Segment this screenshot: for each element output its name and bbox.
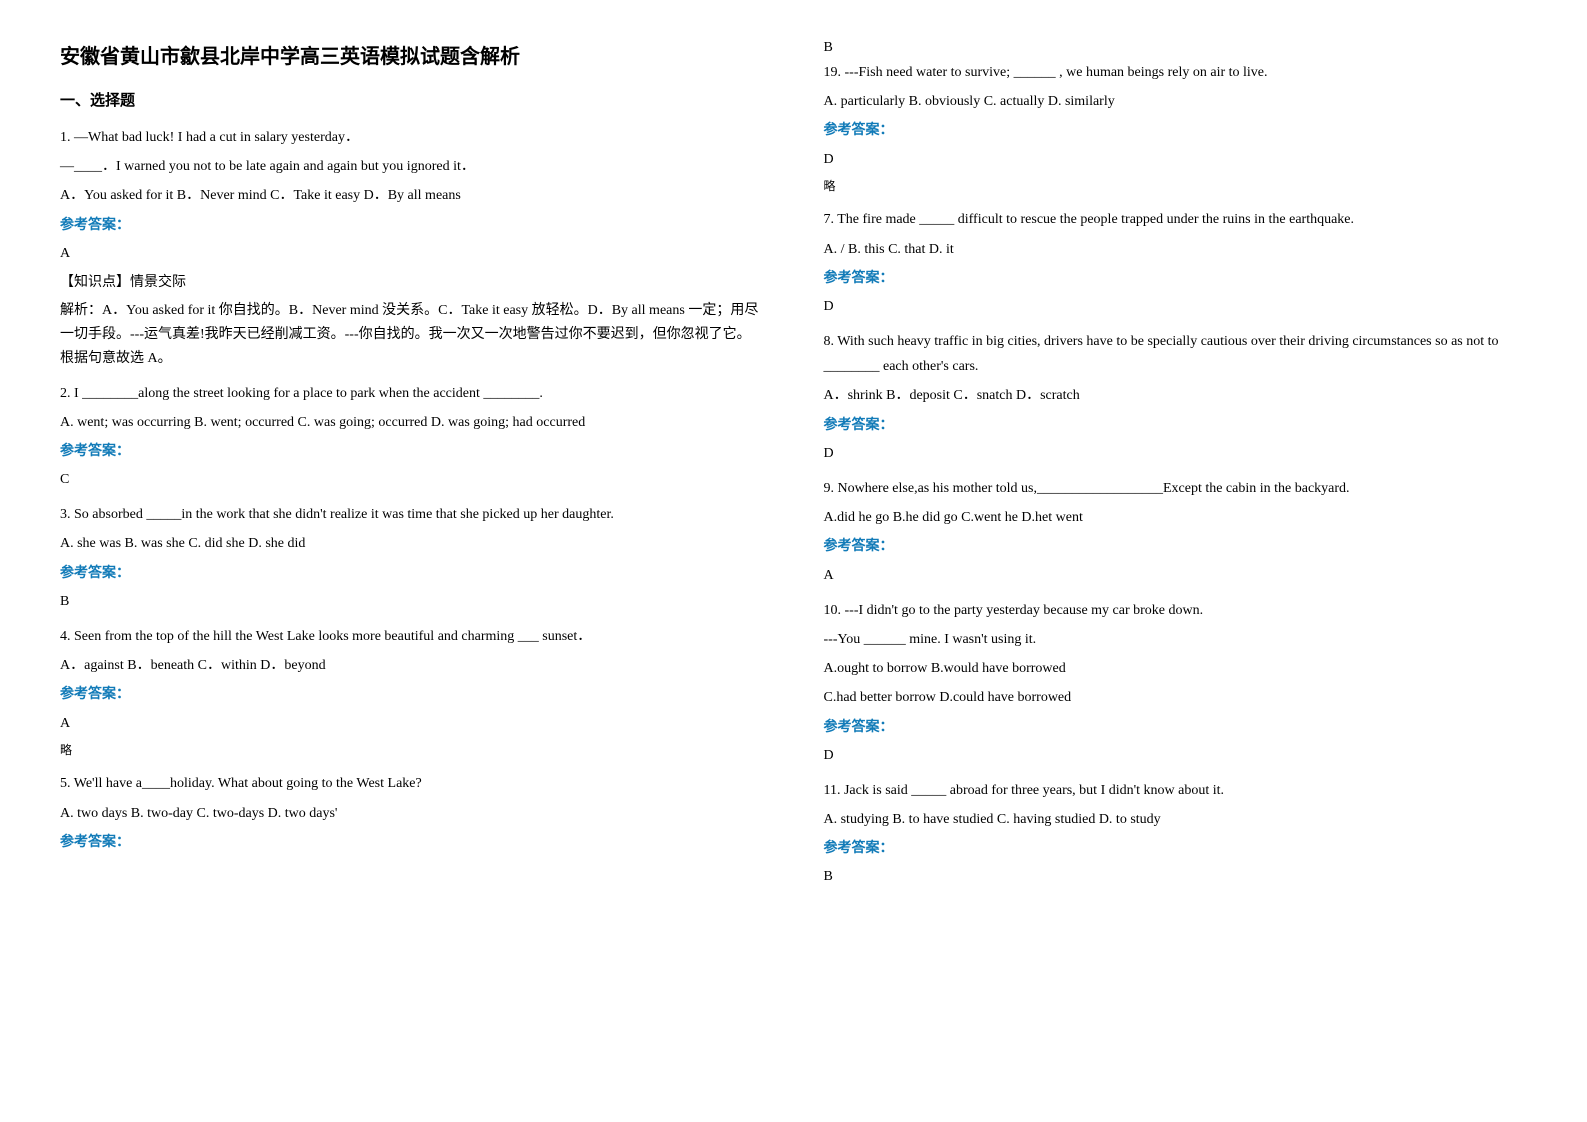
- question-5: 5. We'll have a____holiday. What about g…: [60, 771, 764, 855]
- question-10: 10. ---I didn't go to the party yesterda…: [824, 598, 1528, 768]
- q10-optionsB: C.had better borrow D.could have borrowe…: [824, 685, 1528, 710]
- q8-line1: 8. With such heavy traffic in big cities…: [824, 329, 1528, 379]
- q9-line1: 9. Nowhere else,as his mother told us,__…: [824, 476, 1528, 501]
- question-11: 11. Jack is said _____ abroad for three …: [824, 778, 1528, 890]
- q5-line1: 5. We'll have a____holiday. What about g…: [60, 771, 764, 796]
- question-4: 4. Seen from the top of the hill the Wes…: [60, 624, 764, 761]
- q1-options: A．You asked for it B．Never mind C．Take i…: [60, 183, 764, 208]
- q1-knowledge: 【知识点】情景交际: [60, 270, 764, 295]
- right-column: B 19. ---Fish need water to survive; ___…: [824, 40, 1528, 900]
- q1-answer-label: 参考答案：: [60, 213, 764, 238]
- q1-line1: 1. —What bad luck! I had a cut in salary…: [60, 125, 764, 150]
- q10-answer: D: [824, 743, 1528, 768]
- q3-answer: B: [60, 589, 764, 614]
- q7-options: A. / B. this C. that D. it: [824, 237, 1528, 262]
- q10-answer-label: 参考答案：: [824, 715, 1528, 740]
- question-1: 1. —What bad luck! I had a cut in salary…: [60, 125, 764, 371]
- q7-line1: 7. The fire made _____ difficult to resc…: [824, 207, 1528, 232]
- q4-answer-label: 参考答案：: [60, 682, 764, 707]
- question-2: 2. I ________along the street looking fo…: [60, 381, 764, 493]
- q8-options: A．shrink B．deposit C．snatch D．scratch: [824, 383, 1528, 408]
- q1-line2: —____．I warned you not to be late again …: [60, 154, 764, 179]
- q4-omit: 略: [60, 740, 764, 762]
- left-column: 安徽省黄山市歙县北岸中学高三英语模拟试题含解析 一、选择题 1. —What b…: [60, 40, 764, 900]
- q6-omit: 略: [824, 176, 1528, 198]
- q2-answer-label: 参考答案：: [60, 439, 764, 464]
- q11-answer: B: [824, 864, 1528, 889]
- question-3: 3. So absorbed _____in the work that she…: [60, 502, 764, 614]
- question-6: 19. ---Fish need water to survive; _____…: [824, 60, 1528, 197]
- question-8: 8. With such heavy traffic in big cities…: [824, 329, 1528, 466]
- page-container: 安徽省黄山市歙县北岸中学高三英语模拟试题含解析 一、选择题 1. —What b…: [60, 40, 1527, 900]
- q9-answer-label: 参考答案：: [824, 534, 1528, 559]
- q3-answer-label: 参考答案：: [60, 561, 764, 586]
- q10-line1: 10. ---I didn't go to the party yesterda…: [824, 598, 1528, 623]
- q3-line1: 3. So absorbed _____in the work that she…: [60, 502, 764, 527]
- q11-answer-label: 参考答案：: [824, 836, 1528, 861]
- q1-answer: A: [60, 241, 764, 266]
- q5-answer-label: 参考答案：: [60, 830, 764, 855]
- q6-line1: 19. ---Fish need water to survive; _____…: [824, 60, 1528, 85]
- q4-line1: 4. Seen from the top of the hill the Wes…: [60, 624, 764, 649]
- q8-answer-label: 参考答案：: [824, 413, 1528, 438]
- section-header: 一、选择题: [60, 89, 764, 110]
- q2-options: A. went; was occurring B. went; occurred…: [60, 410, 764, 435]
- q6-options: A. particularly B. obviously C. actually…: [824, 89, 1528, 114]
- q1-explanation: 解析：A．You asked for it 你自找的。B．Never mind …: [60, 299, 764, 370]
- q7-answer: D: [824, 294, 1528, 319]
- q2-line1: 2. I ________along the street looking fo…: [60, 381, 764, 406]
- q10-optionsA: A.ought to borrow B.would have borrowed: [824, 656, 1528, 681]
- question-9: 9. Nowhere else,as his mother told us,__…: [824, 476, 1528, 588]
- q10-line2: ---You ______ mine. I wasn't using it.: [824, 627, 1528, 652]
- q11-options: A. studying B. to have studied C. having…: [824, 807, 1528, 832]
- q5-answer: B: [824, 40, 1528, 56]
- q3-options: A. she was B. was she C. did she D. she …: [60, 531, 764, 556]
- q6-answer: D: [824, 147, 1528, 172]
- q11-line1: 11. Jack is said _____ abroad for three …: [824, 778, 1528, 803]
- q4-answer: A: [60, 711, 764, 736]
- q5-options: A. two days B. two-day C. two-days D. tw…: [60, 801, 764, 826]
- q9-answer: A: [824, 563, 1528, 588]
- q7-answer-label: 参考答案：: [824, 266, 1528, 291]
- q6-answer-label: 参考答案：: [824, 118, 1528, 143]
- q4-options: A．against B．beneath C．within D．beyond: [60, 653, 764, 678]
- document-title: 安徽省黄山市歙县北岸中学高三英语模拟试题含解析: [60, 40, 764, 69]
- q9-options: A.did he go B.he did go C.went he D.het …: [824, 505, 1528, 530]
- q8-answer: D: [824, 441, 1528, 466]
- q2-answer: C: [60, 467, 764, 492]
- question-7: 7. The fire made _____ difficult to resc…: [824, 207, 1528, 319]
